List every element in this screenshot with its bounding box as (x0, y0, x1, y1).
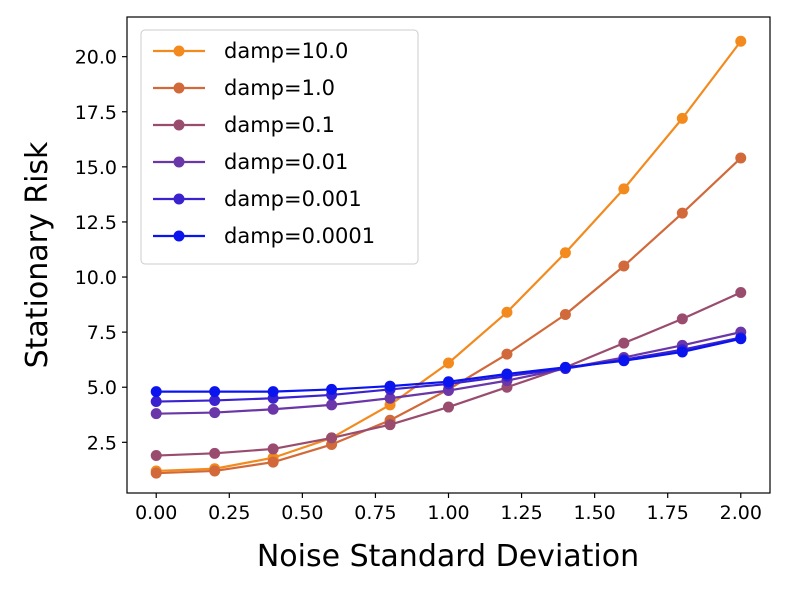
data-point (676, 112, 688, 124)
y-tick-label: 20.0 (75, 47, 117, 69)
data-point (326, 383, 338, 395)
legend-marker (173, 230, 185, 242)
legend-item: damp=0.01 (153, 150, 348, 174)
x-tick-label: 0.00 (135, 502, 177, 524)
data-point (735, 286, 747, 298)
x-tick-label: 0.25 (208, 502, 250, 524)
y-tick-label: 12.5 (75, 212, 117, 234)
data-point (618, 355, 630, 367)
data-point (384, 419, 396, 431)
data-point (267, 443, 279, 455)
data-point (443, 401, 454, 413)
y-tick-label: 7.5 (87, 322, 117, 344)
data-point (209, 386, 221, 398)
x-axis: 0.00 0.25 0.50 0.75 1.00 1.25 1.50 1.75 2.00 (135, 493, 762, 524)
legend-label: damp=1.0 (224, 76, 335, 100)
y-tick-label: 5.0 (87, 377, 117, 399)
data-point (209, 394, 221, 406)
legend-marker (173, 119, 185, 131)
x-tick-label: 1.50 (573, 502, 615, 524)
data-point (267, 386, 279, 398)
legend-item: damp=0.001 (153, 187, 362, 211)
legend-marker (173, 193, 185, 205)
legend-item: damp=10.0 (153, 39, 348, 63)
y-tick-label: 2.5 (87, 432, 117, 454)
legend-marker (173, 45, 185, 57)
data-point (559, 309, 571, 320)
x-tick-label: 1.00 (427, 502, 469, 524)
data-point (326, 432, 338, 444)
legend-item: damp=1.0 (153, 76, 335, 100)
data-point (735, 35, 747, 47)
data-point (209, 465, 221, 477)
series-layer (150, 35, 747, 479)
data-point (618, 337, 630, 349)
legend-label: damp=0.001 (224, 187, 362, 211)
x-tick-label: 1.25 (500, 502, 542, 524)
data-point (676, 313, 688, 325)
legend-label: damp=0.01 (224, 150, 348, 174)
x-axis-title: Noise Standard Deviation (257, 539, 639, 574)
data-point (618, 183, 630, 195)
y-axis-title: Stationary Risk (20, 141, 55, 368)
legend-marker (173, 82, 185, 94)
legend-item: damp=0.1 (153, 113, 335, 137)
data-point (559, 247, 571, 259)
data-point (267, 403, 279, 415)
data-point (443, 357, 454, 369)
data-point (618, 260, 630, 272)
legend-box (140, 29, 419, 265)
x-tick-label: 0.75 (354, 502, 396, 524)
data-point (443, 376, 454, 388)
data-point (501, 348, 513, 360)
legend: damp=10.0 damp=1.0 damp=0.1 damp=0.01 damp=0… (140, 29, 419, 265)
data-point (735, 152, 747, 164)
y-axis: 2.5 5.0 7.5 10.0 12.5 15.0 17.5 20.0 (75, 47, 127, 454)
data-point (150, 450, 162, 462)
legend-label: damp=10.0 (224, 39, 348, 63)
x-tick-label: 2.00 (720, 502, 762, 524)
y-tick-label: 10.0 (75, 267, 117, 289)
legend-marker (173, 156, 185, 168)
series-damp=0.0001 (150, 333, 747, 398)
data-point (150, 408, 162, 420)
y-tick-label: 17.5 (75, 102, 117, 124)
legend-label: damp=0.0001 (224, 224, 375, 248)
legend-label: damp=0.1 (224, 113, 335, 137)
series-damp=0.1 (150, 286, 747, 462)
data-point (501, 368, 513, 380)
y-tick-label: 15.0 (75, 157, 117, 179)
data-point (384, 392, 396, 404)
data-point (735, 333, 747, 345)
data-point (676, 207, 688, 219)
data-point (150, 386, 162, 398)
data-point (559, 361, 571, 373)
data-point (209, 407, 221, 419)
data-point (326, 399, 338, 411)
data-point (150, 467, 162, 479)
data-point (676, 346, 688, 358)
x-tick-label: 1.75 (647, 502, 689, 524)
data-point (267, 456, 279, 468)
data-point (501, 306, 513, 318)
data-point (384, 380, 396, 392)
data-point (209, 447, 221, 459)
data-point (150, 396, 162, 408)
x-tick-label: 0.50 (281, 502, 323, 524)
legend-item: damp=0.0001 (153, 224, 375, 248)
